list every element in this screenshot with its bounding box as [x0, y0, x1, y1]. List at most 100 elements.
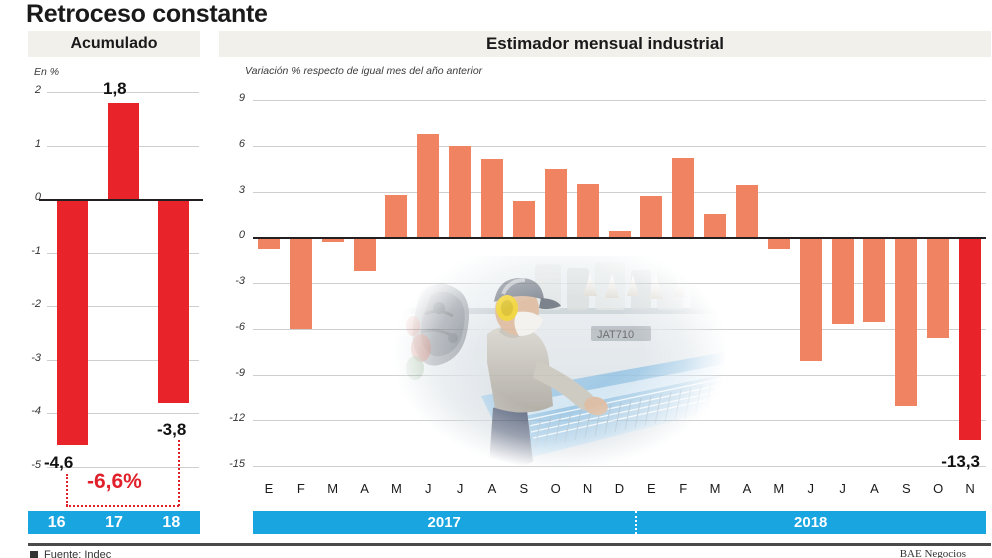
acc-value-label-17: 1,8: [103, 79, 127, 98]
emi-bar: [927, 237, 949, 338]
acc-zero-axis: [39, 199, 203, 201]
footer-divider: [28, 543, 991, 546]
delta-bracket-bottom: [66, 505, 179, 507]
month-label: A: [487, 481, 497, 496]
emi-bar: [354, 237, 376, 271]
acc-year-label: 18: [162, 513, 181, 531]
emi-zero-axis: [253, 237, 986, 239]
month-label: S: [519, 481, 529, 496]
month-label: M: [390, 481, 402, 496]
emi-bar: [545, 169, 567, 238]
month-label: A: [870, 481, 879, 496]
month-label: O: [550, 481, 561, 496]
emi-y-tick-label: 9: [238, 92, 245, 104]
acumulado-panel-title: Acumulado: [28, 31, 200, 57]
month-label: N: [582, 481, 593, 496]
month-label: M: [709, 481, 721, 496]
emi-bar: [481, 159, 503, 237]
emi-gridline: [253, 466, 986, 467]
acc-y-tick-label: 0: [34, 191, 41, 204]
delta-label: -6,6%: [87, 470, 142, 493]
emi-bar: [800, 237, 822, 361]
emi-y-tick-label: 3: [238, 183, 245, 196]
emi-gridline: [253, 375, 986, 376]
delta-bracket-left: [66, 474, 68, 506]
emi-bar: [863, 237, 885, 323]
source-text: Fuente: Indec: [44, 549, 112, 558]
acc-y-tick-label: -2: [31, 298, 41, 311]
month-label: F: [679, 481, 688, 496]
acc-value-label-18: -3,8: [157, 420, 187, 439]
acc-gridline: [47, 253, 199, 254]
source-bullet-icon: [30, 551, 38, 558]
emi-year-label: 2017: [427, 514, 461, 531]
emi-y-tick-label: -6: [235, 320, 245, 333]
month-label: E: [264, 481, 274, 496]
acc-y-tick-label: -4: [31, 405, 41, 418]
emi-subtitle: Variación % respecto de igual mes del añ…: [245, 65, 483, 77]
emi-bar: [704, 214, 726, 237]
month-label: A: [360, 481, 369, 496]
acc-y-tick-label: -1: [31, 244, 41, 257]
month-label: J: [425, 481, 432, 496]
emi-panel-title: Estimador mensual industrial: [219, 31, 991, 57]
acc-gridline: [47, 306, 199, 307]
month-label: E: [647, 481, 656, 496]
acumulado-unit-note: En %: [34, 66, 60, 78]
acc-gridline: [47, 92, 199, 93]
emi-y-tick-label: -3: [235, 275, 245, 287]
acc-year-label: 16: [47, 513, 66, 531]
delta-bracket-right: [178, 440, 180, 506]
emi-gridline: [253, 329, 986, 330]
emi-gridline: [253, 192, 986, 193]
emi-bar: [385, 195, 407, 238]
month-label: O: [933, 481, 944, 496]
month-label: J: [456, 481, 464, 496]
month-label: M: [327, 481, 339, 496]
emi-bar: [322, 237, 344, 242]
acc-gridline: [47, 413, 199, 414]
emi-bar: [449, 146, 471, 238]
month-label: A: [742, 481, 752, 496]
month-label: F: [296, 481, 305, 496]
page-title: Retroceso constante: [26, 0, 268, 28]
emi-chart: 9 6 3 0 -3 -6 -9 -12 -15: [229, 92, 986, 470]
emi-bar: [768, 237, 790, 250]
acumulado-chart: 2 1 0 -1 -2 -3 -4 -5: [31, 84, 203, 471]
emi-bar: [290, 237, 312, 329]
acc-y-tick-label: 2: [34, 84, 41, 96]
emi-bar: [672, 158, 694, 238]
emi-bar: [258, 237, 280, 250]
month-label: S: [901, 481, 911, 496]
emi-bar: [640, 196, 662, 238]
emi-y-tick-label: -12: [229, 412, 245, 425]
emi-y-tick-label: -15: [229, 458, 245, 470]
emi-y-tick-label: -9: [235, 366, 245, 379]
acc-year-strip: [28, 511, 200, 534]
credit-text: BAE Negocios: [899, 548, 966, 558]
year-strip-divider: [635, 511, 638, 534]
emi-bar: [609, 231, 631, 238]
month-label: M: [773, 481, 785, 496]
month-label: N: [965, 481, 975, 496]
acc-gridline: [47, 467, 199, 468]
emi-gridline: [253, 420, 986, 421]
month-label: J: [807, 481, 814, 496]
acc-value-label-16: -4,6: [44, 453, 74, 472]
month-label: D: [614, 481, 625, 496]
acc-bar: [57, 199, 88, 446]
acc-gridline: [47, 360, 199, 361]
month-label: J: [839, 481, 846, 496]
acc-year-label: 17: [105, 513, 123, 531]
emi-year-strip: [253, 511, 986, 534]
acc-bar: [108, 103, 139, 200]
emi-bar: [895, 237, 917, 407]
emi-bar: [832, 237, 854, 324]
emi-y-tick-label: 0: [238, 229, 245, 242]
emi-last-value-label: -13,3: [941, 452, 980, 471]
acc-y-tick-label: -3: [31, 351, 41, 364]
emi-bar: [736, 185, 758, 237]
acc-y-tick-label: -5: [31, 459, 41, 471]
emi-gridline: [253, 146, 986, 147]
emi-bar: [577, 184, 599, 238]
